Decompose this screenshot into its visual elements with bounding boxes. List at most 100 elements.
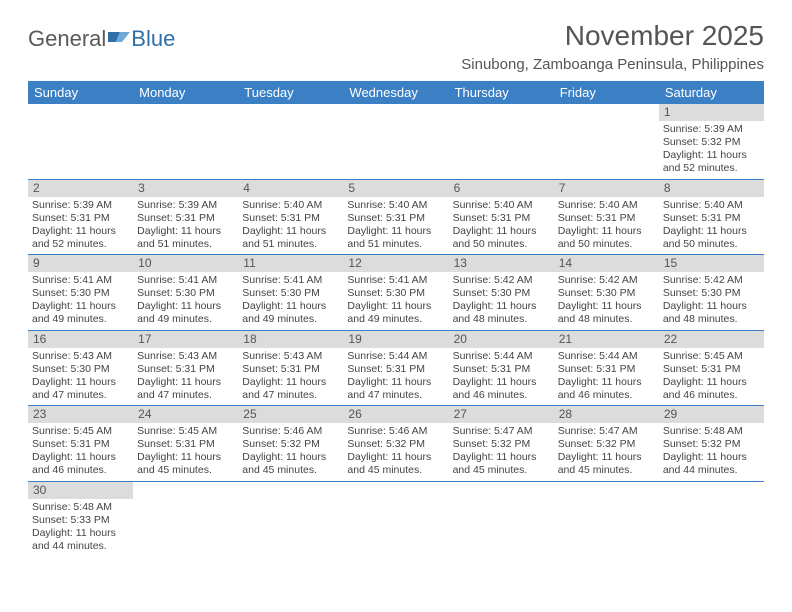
day-number: 19 <box>343 331 448 348</box>
day-number: 2 <box>28 180 133 197</box>
weekday-header: Monday <box>133 81 238 104</box>
location-subtitle: Sinubong, Zamboanga Peninsula, Philippin… <box>461 56 764 73</box>
day-details: Sunrise: 5:45 AMSunset: 5:31 PMDaylight:… <box>659 348 764 406</box>
day-number: 4 <box>238 180 343 197</box>
weekday-header: Saturday <box>659 81 764 104</box>
daylight-line: Daylight: 11 hours and 50 minutes. <box>663 225 760 251</box>
header: General Blue November 2025 Sinubong, Zam… <box>28 20 764 73</box>
day-number: 5 <box>343 180 448 197</box>
daylight-line: Daylight: 11 hours and 48 minutes. <box>558 300 655 326</box>
sunrise-line: Sunrise: 5:46 AM <box>242 425 339 438</box>
sunset-line: Sunset: 5:31 PM <box>137 212 234 225</box>
day-number: 13 <box>449 255 554 272</box>
day-number: 30 <box>28 482 133 499</box>
calendar-cell <box>238 481 343 556</box>
day-details: Sunrise: 5:41 AMSunset: 5:30 PMDaylight:… <box>238 272 343 330</box>
calendar-cell <box>28 104 133 179</box>
sunset-line: Sunset: 5:30 PM <box>663 287 760 300</box>
sunrise-line: Sunrise: 5:44 AM <box>558 350 655 363</box>
day-details: Sunrise: 5:39 AMSunset: 5:32 PMDaylight:… <box>659 121 764 179</box>
calendar-cell: 16Sunrise: 5:43 AMSunset: 5:30 PMDayligh… <box>28 330 133 406</box>
day-number: 24 <box>133 406 238 423</box>
day-details: Sunrise: 5:45 AMSunset: 5:31 PMDaylight:… <box>28 423 133 481</box>
logo: General Blue <box>28 26 175 52</box>
calendar-body: 1Sunrise: 5:39 AMSunset: 5:32 PMDaylight… <box>28 104 764 556</box>
weekday-header: Tuesday <box>238 81 343 104</box>
daylight-line: Daylight: 11 hours and 50 minutes. <box>453 225 550 251</box>
daylight-line: Daylight: 11 hours and 47 minutes. <box>242 376 339 402</box>
sunrise-line: Sunrise: 5:40 AM <box>558 199 655 212</box>
sunset-line: Sunset: 5:31 PM <box>453 212 550 225</box>
day-number: 12 <box>343 255 448 272</box>
day-number: 27 <box>449 406 554 423</box>
title-block: November 2025 Sinubong, Zamboanga Penins… <box>461 20 764 73</box>
day-details: Sunrise: 5:44 AMSunset: 5:31 PMDaylight:… <box>554 348 659 406</box>
calendar-cell <box>133 481 238 556</box>
calendar-cell: 29Sunrise: 5:48 AMSunset: 5:32 PMDayligh… <box>659 406 764 482</box>
day-details: Sunrise: 5:42 AMSunset: 5:30 PMDaylight:… <box>449 272 554 330</box>
sunrise-line: Sunrise: 5:39 AM <box>32 199 129 212</box>
calendar-cell: 17Sunrise: 5:43 AMSunset: 5:31 PMDayligh… <box>133 330 238 406</box>
calendar-cell: 10Sunrise: 5:41 AMSunset: 5:30 PMDayligh… <box>133 255 238 331</box>
day-number: 7 <box>554 180 659 197</box>
sunset-line: Sunset: 5:32 PM <box>453 438 550 451</box>
day-number: 28 <box>554 406 659 423</box>
calendar-cell <box>343 104 448 179</box>
sunset-line: Sunset: 5:30 PM <box>558 287 655 300</box>
sunset-line: Sunset: 5:30 PM <box>32 363 129 376</box>
calendar-cell: 26Sunrise: 5:46 AMSunset: 5:32 PMDayligh… <box>343 406 448 482</box>
sunrise-line: Sunrise: 5:41 AM <box>242 274 339 287</box>
sunset-line: Sunset: 5:31 PM <box>242 212 339 225</box>
sunset-line: Sunset: 5:31 PM <box>137 363 234 376</box>
sunrise-line: Sunrise: 5:42 AM <box>558 274 655 287</box>
day-number: 21 <box>554 331 659 348</box>
sunrise-line: Sunrise: 5:45 AM <box>32 425 129 438</box>
flag-icon <box>108 26 130 52</box>
calendar-cell: 27Sunrise: 5:47 AMSunset: 5:32 PMDayligh… <box>449 406 554 482</box>
sunrise-line: Sunrise: 5:47 AM <box>453 425 550 438</box>
calendar-cell: 7Sunrise: 5:40 AMSunset: 5:31 PMDaylight… <box>554 179 659 255</box>
logo-text-2: Blue <box>131 26 175 52</box>
sunset-line: Sunset: 5:31 PM <box>558 363 655 376</box>
daylight-line: Daylight: 11 hours and 48 minutes. <box>453 300 550 326</box>
daylight-line: Daylight: 11 hours and 49 minutes. <box>137 300 234 326</box>
calendar-week-row: 9Sunrise: 5:41 AMSunset: 5:30 PMDaylight… <box>28 255 764 331</box>
calendar-cell <box>238 104 343 179</box>
day-number: 17 <box>133 331 238 348</box>
day-number: 6 <box>449 180 554 197</box>
sunrise-line: Sunrise: 5:40 AM <box>347 199 444 212</box>
calendar-cell: 23Sunrise: 5:45 AMSunset: 5:31 PMDayligh… <box>28 406 133 482</box>
page-title: November 2025 <box>461 20 764 52</box>
calendar-cell <box>554 481 659 556</box>
daylight-line: Daylight: 11 hours and 46 minutes. <box>453 376 550 402</box>
calendar-cell <box>343 481 448 556</box>
day-details: Sunrise: 5:44 AMSunset: 5:31 PMDaylight:… <box>449 348 554 406</box>
calendar-cell <box>133 104 238 179</box>
calendar-cell <box>449 481 554 556</box>
calendar-cell: 8Sunrise: 5:40 AMSunset: 5:31 PMDaylight… <box>659 179 764 255</box>
day-number: 15 <box>659 255 764 272</box>
sunset-line: Sunset: 5:31 PM <box>663 212 760 225</box>
daylight-line: Daylight: 11 hours and 52 minutes. <box>663 149 760 175</box>
daylight-line: Daylight: 11 hours and 45 minutes. <box>558 451 655 477</box>
sunset-line: Sunset: 5:31 PM <box>347 363 444 376</box>
daylight-line: Daylight: 11 hours and 51 minutes. <box>347 225 444 251</box>
calendar-cell <box>659 481 764 556</box>
day-number: 26 <box>343 406 448 423</box>
daylight-line: Daylight: 11 hours and 47 minutes. <box>137 376 234 402</box>
calendar-cell <box>554 104 659 179</box>
sunrise-line: Sunrise: 5:44 AM <box>453 350 550 363</box>
daylight-line: Daylight: 11 hours and 47 minutes. <box>32 376 129 402</box>
calendar-cell: 18Sunrise: 5:43 AMSunset: 5:31 PMDayligh… <box>238 330 343 406</box>
calendar-cell: 21Sunrise: 5:44 AMSunset: 5:31 PMDayligh… <box>554 330 659 406</box>
daylight-line: Daylight: 11 hours and 48 minutes. <box>663 300 760 326</box>
sunset-line: Sunset: 5:30 PM <box>32 287 129 300</box>
calendar-cell: 5Sunrise: 5:40 AMSunset: 5:31 PMDaylight… <box>343 179 448 255</box>
calendar-cell: 11Sunrise: 5:41 AMSunset: 5:30 PMDayligh… <box>238 255 343 331</box>
sunrise-line: Sunrise: 5:44 AM <box>347 350 444 363</box>
sunrise-line: Sunrise: 5:40 AM <box>453 199 550 212</box>
sunset-line: Sunset: 5:31 PM <box>663 363 760 376</box>
weekday-header: Wednesday <box>343 81 448 104</box>
calendar-week-row: 23Sunrise: 5:45 AMSunset: 5:31 PMDayligh… <box>28 406 764 482</box>
daylight-line: Daylight: 11 hours and 45 minutes. <box>137 451 234 477</box>
